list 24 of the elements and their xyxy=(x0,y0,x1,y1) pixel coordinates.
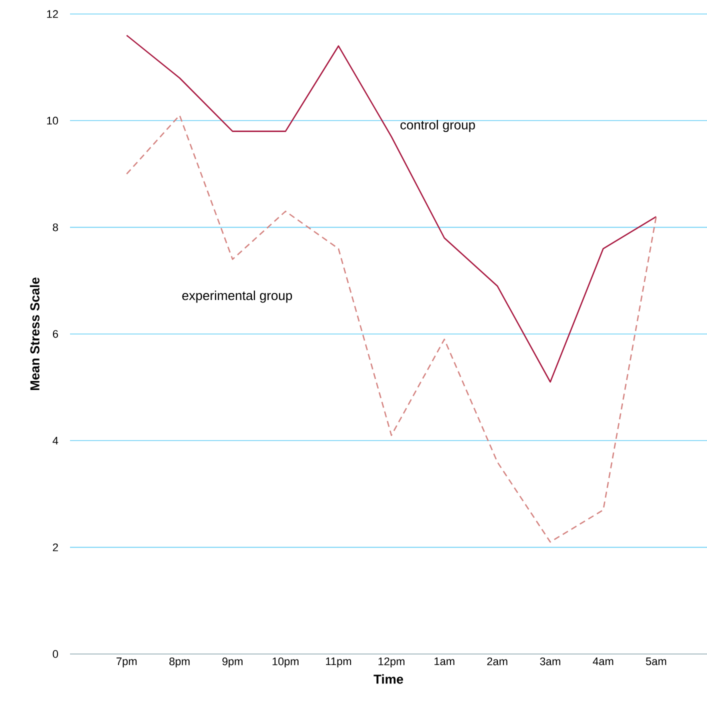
x-tick-label: 9pm xyxy=(222,658,242,668)
x-tick-label: 2am xyxy=(487,658,508,666)
line-series xyxy=(126,34,657,383)
x-tick-label: 11pm xyxy=(326,658,351,668)
x-tick-label: 4am xyxy=(592,658,613,666)
y-tick-label: 4 xyxy=(52,436,58,444)
x-tick-label: 1am xyxy=(434,658,454,666)
x-tick-label: 7pm xyxy=(116,658,136,668)
y-tick-label: 8 xyxy=(52,223,58,232)
x-axis-title: Time xyxy=(373,674,403,684)
series-label: control group xyxy=(400,120,475,132)
x-tick-label: 8pm xyxy=(169,658,190,668)
x-tick-label: 10pm xyxy=(272,658,298,668)
x-tick-label: 3am xyxy=(540,658,560,666)
y-tick-label: 12 xyxy=(46,10,58,18)
y-tick-label: 6 xyxy=(52,330,58,338)
x-tick-label: 12pm xyxy=(378,658,404,668)
y-tick-label: 2 xyxy=(52,544,58,552)
y-tick-label: 10 xyxy=(46,116,58,125)
y-tick-label: 0 xyxy=(52,650,58,658)
y-axis-title: Mean Stress Scale xyxy=(30,278,40,390)
line-series xyxy=(126,114,657,543)
x-tick-label: 5am xyxy=(646,658,666,666)
text: experimental group xyxy=(182,290,292,303)
